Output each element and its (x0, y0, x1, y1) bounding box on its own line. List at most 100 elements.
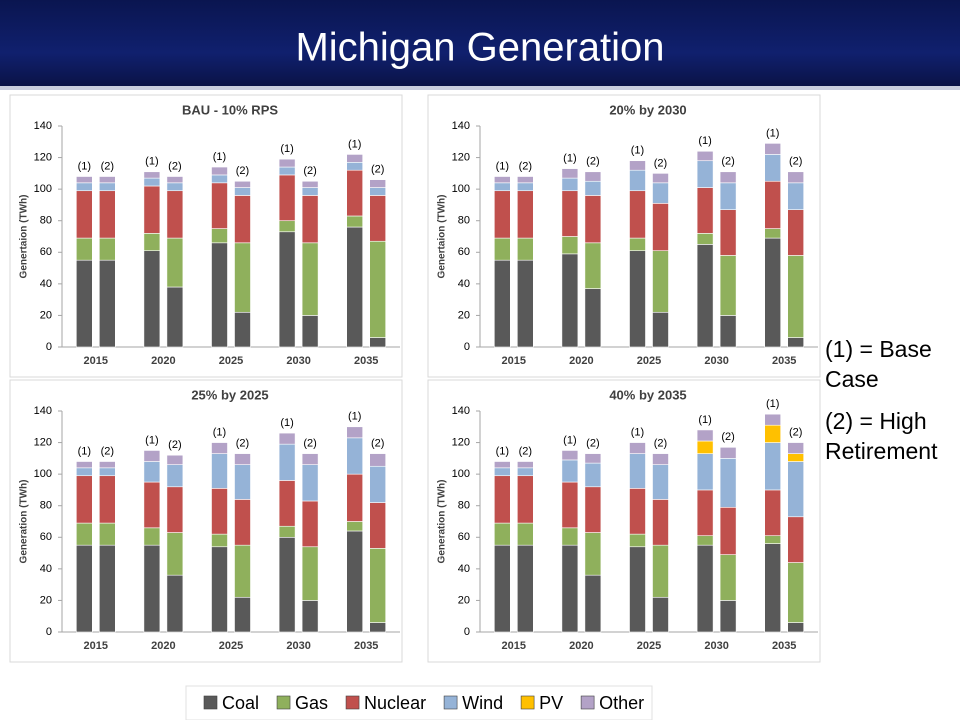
bar-segment (234, 596, 251, 633)
bar-segment (99, 467, 116, 477)
bar-segment (76, 259, 93, 348)
bar-segment (584, 288, 602, 348)
bar-segment (278, 166, 296, 176)
bar-segment (166, 464, 184, 488)
bar-label: (1) (145, 156, 158, 168)
bar-segment (561, 544, 579, 633)
bar-segment (719, 182, 737, 210)
bar-segment (629, 190, 646, 239)
y-tick-label: 20 (40, 309, 52, 321)
bar-segment (517, 522, 534, 546)
bar-segment (369, 453, 387, 467)
bar-segment (301, 453, 319, 465)
bar-segment (652, 311, 669, 348)
y-tick-label: 40 (40, 278, 52, 290)
x-tick-label: 2025 (637, 640, 661, 652)
bar-label: (1) (631, 145, 644, 157)
bar-segment (629, 160, 646, 171)
bar-segment (76, 190, 93, 239)
bar-segment (517, 190, 534, 239)
bar-segment (696, 489, 714, 537)
chart-panel: 25% by 2025 Generation (TWh) 0 20 40 60 80 100 1… (9, 379, 403, 663)
bar-label: (1) (766, 398, 779, 410)
bar-label: (1) (280, 143, 293, 155)
bar-segment (561, 450, 579, 461)
bar-segment (652, 173, 669, 184)
y-tick-label: 100 (34, 183, 52, 195)
bar-segment (211, 533, 228, 548)
bar-label: (1) (78, 445, 91, 457)
y-axis-label: Genertaion (TWh) (19, 195, 30, 279)
bar-segment (584, 171, 602, 182)
x-tick-label: 2035 (772, 355, 796, 367)
x-tick-label: 2015 (84, 355, 108, 367)
bar-segment (561, 190, 579, 237)
bar-segment (143, 171, 161, 179)
bar-segment (764, 237, 782, 348)
bar-segment (346, 473, 364, 522)
y-tick-label: 100 (452, 468, 470, 480)
chart-title: 25% by 2025 (191, 387, 268, 402)
y-tick-label: 140 (452, 120, 470, 132)
bar-segment (787, 255, 805, 338)
legend-label: PV (539, 693, 563, 713)
y-tick-label: 20 (40, 594, 52, 606)
bar-segment (99, 475, 116, 524)
y-tick-label: 40 (458, 563, 470, 575)
bar-segment (517, 176, 534, 184)
legend-swatch (443, 695, 458, 710)
y-tick-label: 100 (452, 183, 470, 195)
bar-label: (1) (563, 434, 576, 446)
bar-segment (629, 442, 646, 454)
bar-segment (696, 233, 714, 245)
bar-segment (346, 426, 364, 439)
bar-segment (696, 150, 714, 162)
panel-bg (427, 379, 821, 663)
y-tick-label: 80 (40, 500, 52, 512)
bar-segment (346, 154, 364, 163)
bar-segment (494, 182, 511, 192)
bar-label: (2) (519, 160, 532, 172)
bar-segment (278, 231, 296, 348)
bar-segment (652, 250, 669, 313)
bar-segment (584, 486, 602, 533)
x-tick-label: 2035 (354, 640, 378, 652)
bar-segment (278, 480, 296, 527)
bar-segment (143, 185, 161, 234)
y-tick-label: 120 (34, 151, 52, 163)
chart-title: BAU - 10% RPS (182, 102, 278, 117)
bar-segment (99, 182, 116, 192)
bar-segment (494, 237, 511, 261)
bar-segment (764, 180, 782, 229)
bar-segment (696, 440, 714, 454)
bar-segment (719, 506, 737, 555)
bar-segment (369, 337, 387, 348)
bar-segment (584, 532, 602, 576)
bar-label: (1) (348, 411, 361, 423)
panel-bg (9, 94, 403, 378)
bar-segment (211, 242, 228, 348)
bar-label: (1) (698, 135, 711, 147)
x-tick-label: 2030 (286, 355, 310, 367)
bar-segment (301, 180, 319, 188)
bar-segment (517, 467, 534, 477)
bar-segment (584, 462, 602, 488)
bar-segment (76, 461, 93, 469)
bar-label: (2) (789, 426, 802, 438)
bar-segment (696, 544, 714, 633)
bar-segment (301, 242, 319, 316)
y-tick-label: 60 (458, 531, 470, 543)
chart-title: 40% by 2035 (609, 387, 686, 402)
x-tick-label: 2035 (772, 640, 796, 652)
bar-segment (764, 543, 782, 633)
bar-segment (99, 237, 116, 261)
bar-segment (494, 522, 511, 546)
bar-segment (301, 315, 319, 348)
bar-segment (494, 467, 511, 477)
bar-segment (764, 143, 782, 155)
bar-segment (143, 544, 161, 633)
bar-segment (517, 182, 534, 192)
y-tick-label: 80 (40, 215, 52, 227)
y-tick-label: 20 (458, 309, 470, 321)
bar-segment (719, 447, 737, 459)
